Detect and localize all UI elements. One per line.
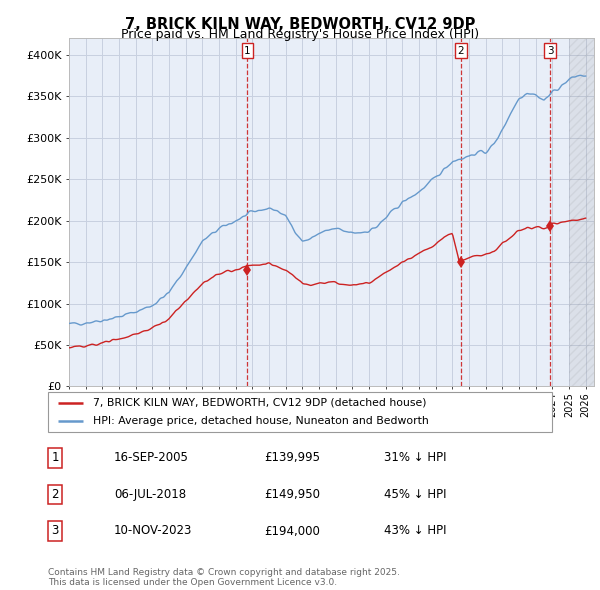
Bar xyxy=(569,38,594,386)
Text: £149,950: £149,950 xyxy=(264,488,320,501)
Text: 1: 1 xyxy=(244,45,251,55)
Text: 43% ↓ HPI: 43% ↓ HPI xyxy=(384,525,446,537)
Text: 10-NOV-2023: 10-NOV-2023 xyxy=(114,525,193,537)
Text: HPI: Average price, detached house, Nuneaton and Bedworth: HPI: Average price, detached house, Nune… xyxy=(94,416,429,426)
Text: 06-JUL-2018: 06-JUL-2018 xyxy=(114,488,186,501)
Text: Contains HM Land Registry data © Crown copyright and database right 2025.
This d: Contains HM Land Registry data © Crown c… xyxy=(48,568,400,587)
Text: 2: 2 xyxy=(52,488,59,501)
Text: 45% ↓ HPI: 45% ↓ HPI xyxy=(384,488,446,501)
Text: 3: 3 xyxy=(52,525,59,537)
Text: 7, BRICK KILN WAY, BEDWORTH, CV12 9DP: 7, BRICK KILN WAY, BEDWORTH, CV12 9DP xyxy=(125,17,475,31)
FancyBboxPatch shape xyxy=(48,392,552,432)
Text: 16-SEP-2005: 16-SEP-2005 xyxy=(114,451,189,464)
Text: 7, BRICK KILN WAY, BEDWORTH, CV12 9DP (detached house): 7, BRICK KILN WAY, BEDWORTH, CV12 9DP (d… xyxy=(94,398,427,408)
Text: Price paid vs. HM Land Registry's House Price Index (HPI): Price paid vs. HM Land Registry's House … xyxy=(121,28,479,41)
Text: £139,995: £139,995 xyxy=(264,451,320,464)
Text: 31% ↓ HPI: 31% ↓ HPI xyxy=(384,451,446,464)
Text: 2: 2 xyxy=(458,45,464,55)
Text: 1: 1 xyxy=(52,451,59,464)
Text: 3: 3 xyxy=(547,45,553,55)
Text: £194,000: £194,000 xyxy=(264,525,320,537)
